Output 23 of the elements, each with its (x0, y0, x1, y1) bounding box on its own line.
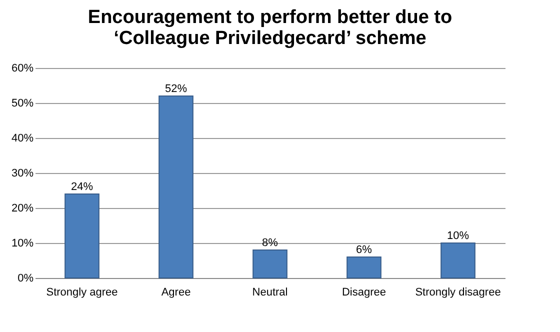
y-tick-label: 0% (18, 272, 34, 284)
y-tick-label: 50% (11, 98, 34, 110)
data-label: 52% (164, 83, 188, 95)
bar (158, 96, 194, 278)
x-tick-label: Disagree (342, 286, 386, 298)
data-label: 24% (70, 181, 94, 193)
y-tick-label: 10% (11, 238, 34, 250)
bar (346, 256, 382, 278)
y-tick-label: 40% (11, 132, 34, 144)
x-tick-label: Strongly agree (46, 286, 118, 298)
x-tick-label: Strongly disagree (415, 286, 501, 298)
x-tick-label: Neutral (252, 286, 288, 298)
bar (440, 242, 476, 278)
data-label: 10% (446, 230, 470, 242)
data-label: 8% (262, 237, 278, 249)
y-tick-label: 30% (11, 168, 34, 180)
chart-title: Encouragement to perform better due to ‘Colleague Priviledgecard’ scheme (88, 7, 452, 49)
data-label: 6% (356, 244, 372, 256)
x-tick-label: Agree (161, 286, 191, 298)
y-tick-label: 20% (11, 202, 34, 214)
bar (64, 194, 100, 278)
bar (252, 250, 288, 278)
y-tick-label: 60% (11, 62, 34, 74)
